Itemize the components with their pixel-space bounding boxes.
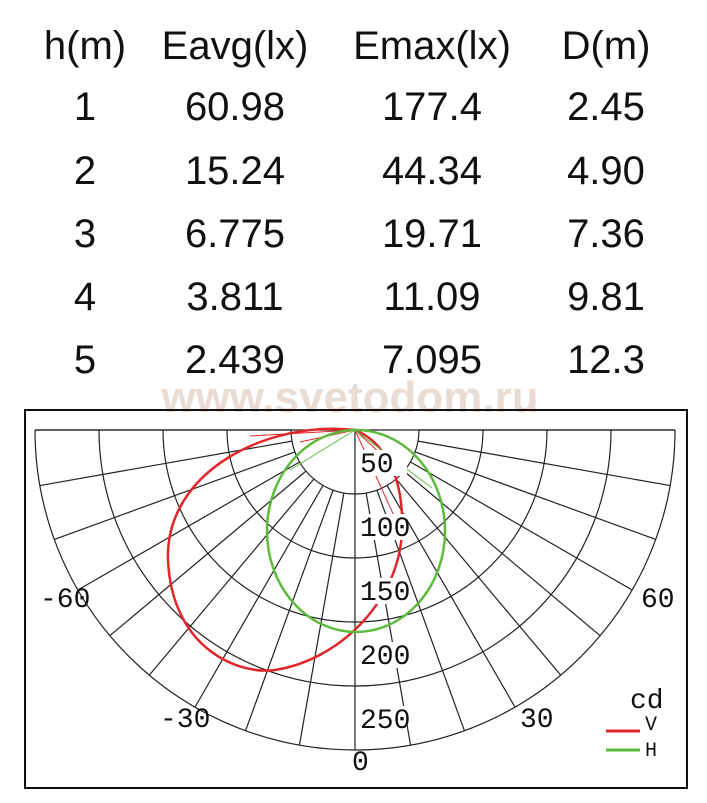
polar-grid (34, 429, 676, 751)
table-cell: 44.34 (382, 149, 482, 193)
table-cell: 9.81 (567, 275, 645, 319)
spoke (395, 478, 562, 676)
curve-h (265, 428, 447, 634)
spoke (194, 485, 324, 708)
table-cell: 60.98 (185, 85, 285, 129)
angle-label: 0 (352, 748, 369, 779)
table-cell: 1 (74, 85, 96, 129)
legend-label: V (645, 714, 657, 737)
legend-label: H (645, 740, 657, 763)
spoke (244, 489, 334, 731)
ring-label-bg (357, 514, 407, 540)
spoke (148, 478, 315, 676)
ring-label: 200 (360, 642, 410, 673)
table-cell: 19.71 (382, 212, 482, 256)
header-cell: Emax(lx) (353, 24, 511, 68)
table-cell: 3.811 (186, 275, 283, 319)
table-cell: 2.439 (185, 338, 285, 382)
ring-label: 100 (360, 514, 410, 545)
table-cell: 12.3 (567, 338, 645, 382)
table-cell: 4.90 (567, 149, 645, 193)
spoke (403, 470, 601, 637)
ring-label-bg (357, 578, 407, 604)
ring-label: 250 (360, 706, 410, 737)
ring-label-bg (357, 706, 407, 732)
header-cell: D(m) (562, 24, 651, 68)
table-cell: 177.4 (382, 85, 482, 129)
table-cell: 4 (74, 275, 96, 319)
ring-label-bg (357, 642, 407, 668)
table-cell: 11.09 (383, 275, 480, 319)
spoke (54, 451, 296, 541)
spoke (298, 492, 345, 746)
angle-label: -30 (160, 705, 210, 736)
spoke (109, 470, 307, 637)
spoke (410, 461, 633, 591)
diagram-frame (24, 409, 688, 789)
table-cell: 6.775 (185, 212, 285, 256)
table-cell: 3 (74, 212, 96, 256)
angle-label: 60 (641, 585, 675, 616)
table-cell: 7.095 (382, 338, 482, 382)
table-cell: 15.24 (185, 149, 285, 193)
table-cell: 2.45 (567, 85, 645, 129)
spoke (414, 451, 656, 541)
table-cell: 2 (74, 149, 96, 193)
angle-label: 30 (520, 705, 554, 736)
unit-label: cd (630, 686, 664, 717)
header-cell: h(m) (44, 24, 126, 68)
table-cell: 7.36 (567, 212, 645, 256)
spoke (417, 440, 671, 487)
header-cell: Eavg(lx) (162, 24, 309, 68)
ring-label: 150 (360, 578, 410, 609)
ring-label-bg (357, 450, 407, 476)
spoke (386, 485, 516, 708)
curve-v (166, 427, 404, 672)
table-cell: 5 (74, 338, 96, 382)
ring-label: 50 (360, 450, 394, 481)
spoke (39, 440, 293, 487)
angle-label: -60 (40, 585, 90, 616)
spoke (77, 461, 300, 591)
watermark: www.svetodom.ru (160, 373, 538, 422)
